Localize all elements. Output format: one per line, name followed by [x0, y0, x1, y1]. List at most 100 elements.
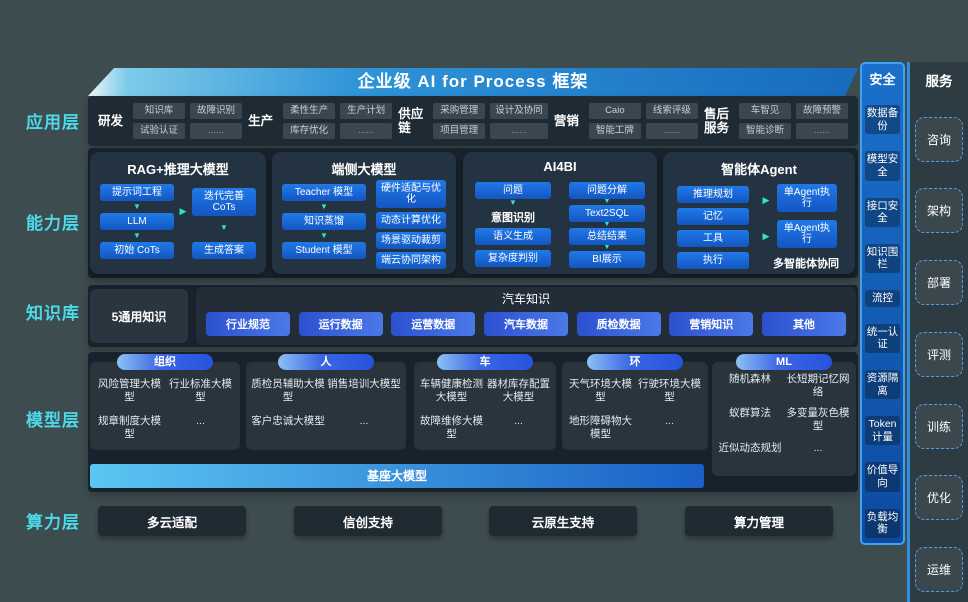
app-chip: 车智见 — [738, 102, 791, 119]
security-item: 接口安全 — [865, 197, 900, 227]
model-pill-environment: 环 — [587, 354, 683, 370]
rag-node-prompt: 提示词工程 — [100, 184, 174, 201]
app-chip: 试验认证 — [133, 123, 185, 140]
security-item: Token计量 — [865, 416, 900, 446]
model-cell-more: ... — [813, 441, 823, 454]
model-cell: 风险管理大模型 — [98, 378, 161, 404]
knowledge-item: 质检数据 — [576, 312, 661, 336]
model-group-vehicle: 车辆健康检测大模型 器材库存配置大模型 故障维修大模型 ... — [414, 362, 556, 450]
model-grid: 天气环境大模型 行驶环境大模型 地形障碍物大模型 ... — [562, 362, 708, 446]
compute-management-button: 算力管理 — [685, 506, 833, 536]
agent-node-single-agent-1: 单Agent执行 — [777, 184, 837, 212]
agent-node-memory: 记忆 — [677, 208, 749, 225]
app-group-marketing: 营销 Caio 线索评级 智能工牌 ...... — [553, 102, 698, 140]
rag-node-answer: 生成答案 — [192, 242, 256, 259]
rag-node-iterate-cots: 迭代完善 CoTs — [192, 188, 256, 216]
app-chip-grid: 知识库 故障识别 试验认证 ...... — [133, 102, 242, 140]
auto-knowledge-title: 汽车知识 — [501, 292, 550, 306]
app-chip-grid: 采购管理 设计及协同 项目管理 ...... — [433, 102, 548, 140]
agent-node-single-agent-2: 单Agent执行 — [777, 220, 837, 248]
app-group-aftersales: 售后服务 车智见 故障预警 智能诊断 ...... — [704, 102, 848, 140]
app-chip-more: ...... — [490, 123, 548, 140]
arrow-down-icon: ▼ — [509, 198, 517, 207]
service-item: 咨询 — [915, 116, 963, 162]
model-cell: 器材库存配置大模型 — [487, 378, 550, 404]
app-group-label: 供应链 — [398, 106, 424, 135]
model-pill-ml: ML — [736, 354, 832, 370]
app-chip: 智能诊断 — [738, 123, 791, 140]
service-item: 运维 — [915, 546, 963, 592]
app-chip: 采购管理 — [433, 102, 486, 119]
model-cell: 多变量灰色模型 — [786, 407, 850, 433]
model-cell-more: ... — [196, 415, 205, 428]
banner: 企业级 AI for Process 框架 — [88, 68, 858, 96]
knowledge-item: 行业规范 — [206, 312, 290, 336]
edge-node-dynamic-compute: 动态计算优化 — [376, 212, 446, 229]
app-chip-more: ...... — [795, 123, 848, 140]
service-item: 训练 — [915, 403, 963, 449]
layer-label-compute: 算力层 — [26, 513, 80, 532]
arrow-right-icon: ▶ — [762, 231, 770, 241]
base-model-bar: 基座大模型 — [90, 464, 704, 488]
compute-cloudnative-button: 云原生支持 — [489, 506, 637, 536]
compute-xinchuang-button: 信创支持 — [294, 506, 442, 536]
security-item: 资源隔离 — [865, 369, 900, 400]
model-cell: 蚁群算法 — [729, 407, 771, 420]
arrow-down-icon: ▼ — [133, 231, 141, 240]
ai4bi-box: AI4BI 问题 ▼ 意图识别 语义生成 复杂度判别 问题分解 ▼ Text2S… — [463, 152, 657, 274]
model-pill-organization: 组织 — [117, 354, 213, 370]
model-cell-more: ... — [665, 415, 674, 428]
app-group-supply-chain: 供应链 采购管理 设计及协同 项目管理 ...... — [398, 102, 548, 140]
model-cell: 客户忠诚大模型 — [251, 415, 325, 428]
app-chip-grid: 车智见 故障预警 智能诊断 ...... — [738, 102, 848, 140]
model-group-organization: 风险管理大模型 行业标准大模型 规章制度大模型 ... — [90, 362, 240, 450]
arrow-down-icon: ▼ — [220, 223, 228, 232]
agent-box: 智能体Agent 推理规划 记忆 工具 执行 ▶ ▶ 单Agent执行 单Age… — [663, 152, 855, 274]
knowledge-item: 汽车数据 — [483, 312, 568, 336]
security-item: 知识围栏 — [865, 243, 900, 273]
model-group-ml: 随机森林 长短期记忆网络 蚁群算法 多变量灰色模型 近似动态规划 ... — [712, 362, 856, 476]
arrow-down-icon: ▼ — [603, 221, 611, 228]
model-cell: 行业标准大模型 — [169, 378, 232, 404]
arrow-down-icon: ▼ — [603, 198, 611, 205]
ai4bi-node-complexity: 复杂度判别 — [475, 250, 551, 267]
model-cell: 天气环境大模型 — [569, 378, 632, 404]
app-chip-more: ...... — [340, 123, 393, 140]
service-header: 服务 — [925, 74, 953, 89]
layer-label-application: 应用层 — [26, 113, 80, 132]
model-grid: 车辆健康检测大模型 器材库存配置大模型 故障维修大模型 ... — [414, 362, 556, 446]
app-chip-more: ...... — [645, 123, 698, 140]
model-pill-person: 人 — [278, 354, 374, 370]
security-header: 安全 — [869, 72, 896, 87]
security-item: 负载均衡 — [865, 508, 900, 538]
edge-model-box: 端侧大模型 Teacher 模型 ▼ 知识蒸馏 ▼ Student 模型 硬件适… — [272, 152, 456, 274]
app-chip: 柔性生产 — [283, 102, 336, 119]
rag-reasoning-box: RAG+推理大模型 提示词工程 ▼ LLM ▼ 初始 CoTs ▶ 迭代完善 C… — [90, 152, 266, 274]
security-item: 模型安全 — [865, 151, 900, 181]
layer-label-capability: 能力层 — [26, 214, 80, 233]
knowledge-item: 营销知识 — [669, 312, 754, 336]
knowledge-item: 其他 — [761, 312, 846, 336]
service-item: 优化 — [915, 475, 963, 521]
edge-node-cloud-edge: 端云协同架构 — [376, 252, 446, 269]
agent-node-execution: 执行 — [677, 252, 749, 269]
edge-node-student: Student 模型 — [282, 242, 366, 259]
layer-label-model: 模型层 — [26, 411, 80, 430]
app-group-label: 营销 — [553, 113, 579, 128]
app-chip: 线索评级 — [645, 102, 698, 119]
app-chip: 故障识别 — [190, 102, 242, 119]
auto-knowledge-panel: 汽车知识 行业规范 运行数据 运营数据 汽车数据 质检数据 营销知识 其他 — [196, 287, 856, 345]
model-pill-vehicle: 车 — [437, 354, 533, 370]
app-chip: 生产计划 — [340, 102, 393, 119]
model-cell: 故障维修大模型 — [420, 415, 483, 441]
app-chip: 项目管理 — [433, 123, 486, 140]
ai4bi-node-intent: 意图识别 — [491, 212, 535, 224]
knowledge-item: 运行数据 — [298, 312, 383, 336]
ai4bi-node-question: 问题 — [475, 182, 551, 199]
app-chip-grid: Caio 线索评级 智能工牌 ...... — [588, 102, 698, 140]
auto-knowledge-row: 行业规范 运行数据 运营数据 汽车数据 质检数据 营销知识 其他 — [196, 307, 856, 336]
model-grid: 随机森林 长短期记忆网络 蚁群算法 多变量灰色模型 近似动态规划 ... — [712, 362, 856, 459]
arrow-down-icon: ▼ — [320, 202, 328, 211]
knowledge-item: 运营数据 — [391, 312, 476, 336]
multi-agent-caption: 多智能体协同 — [773, 258, 839, 270]
